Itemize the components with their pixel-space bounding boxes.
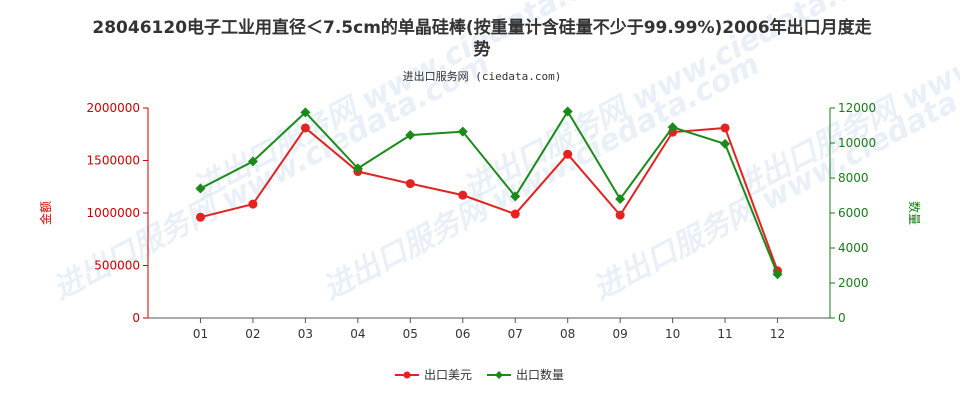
data-point xyxy=(300,123,310,133)
y-right-tick-label: 2000 xyxy=(838,276,869,290)
data-point xyxy=(615,210,625,220)
data-point xyxy=(247,156,258,167)
y-left-tick-label: 2000000 xyxy=(87,101,140,115)
legend-marker xyxy=(403,371,411,379)
data-point xyxy=(562,106,573,117)
x-tick-label: 08 xyxy=(560,327,575,341)
y-axis-left-label: 金额 xyxy=(38,201,53,225)
series-2 xyxy=(195,106,783,280)
legend-label: 出口数量 xyxy=(516,367,564,382)
data-point xyxy=(457,126,468,137)
y-right-tick-label: 12000 xyxy=(838,101,876,115)
y-left-tick-label: 500000 xyxy=(94,259,140,273)
x-tick-label: 06 xyxy=(455,327,470,341)
chart-title-line1: 28046120电子工业用直径＜7.5cm的单晶硅棒(按重量计含硅量不少于99.… xyxy=(92,17,871,38)
data-point xyxy=(352,163,363,174)
axes xyxy=(143,107,835,323)
x-tick-label: 07 xyxy=(508,327,523,341)
chart-title-line2: 势 xyxy=(474,39,491,60)
series-line xyxy=(200,109,779,275)
x-tick-label: 10 xyxy=(665,327,680,341)
y-right-tick-label: 4000 xyxy=(838,241,869,255)
y-axis-right-label: 数量 xyxy=(907,201,922,225)
y-left-tick-label: 1500000 xyxy=(87,154,140,168)
y-right-tick-label: 10000 xyxy=(838,136,876,150)
legend-marker xyxy=(495,371,503,379)
y-right-tick-label: 8000 xyxy=(838,171,869,185)
data-point xyxy=(510,191,521,202)
chart-subtitle: 进出口服务网 (ciedata.com) xyxy=(403,69,562,83)
data-point xyxy=(563,149,573,159)
data-point xyxy=(195,212,205,222)
y-left-tick-label: 1000000 xyxy=(87,206,140,220)
legend: 出口美元 出口数量 xyxy=(395,367,564,382)
x-tick-label: 05 xyxy=(403,327,418,341)
data-point xyxy=(510,209,520,219)
x-tick-label: 09 xyxy=(613,327,628,341)
series-line xyxy=(200,126,779,272)
data-point xyxy=(300,107,311,118)
y-right-tick-label: 0 xyxy=(838,311,846,325)
data-point xyxy=(720,123,730,133)
x-tick-label: 03 xyxy=(298,327,313,341)
tick-labels: 0 500000 1000000 1500000 2000000 0 2000 4000 600… xyxy=(87,101,877,341)
data-point xyxy=(248,199,258,209)
data-point xyxy=(615,194,626,204)
x-tick-label: 01 xyxy=(193,327,208,341)
legend-label: 出口美元 xyxy=(424,368,472,382)
x-tick-label: 02 xyxy=(245,327,260,341)
x-tick-label: 04 xyxy=(350,327,365,341)
data-point xyxy=(458,190,468,200)
data-point xyxy=(667,122,678,133)
data-point xyxy=(195,183,206,194)
x-tick-label: 12 xyxy=(770,327,785,341)
data-point xyxy=(405,130,416,141)
y-right-tick-label: 6000 xyxy=(838,206,869,220)
series-layer xyxy=(195,106,783,280)
data-point xyxy=(405,179,415,189)
data-point xyxy=(720,138,731,149)
x-tick-label: 11 xyxy=(717,327,732,341)
data-point xyxy=(772,269,783,280)
y-left-tick-label: 0 xyxy=(132,311,140,325)
